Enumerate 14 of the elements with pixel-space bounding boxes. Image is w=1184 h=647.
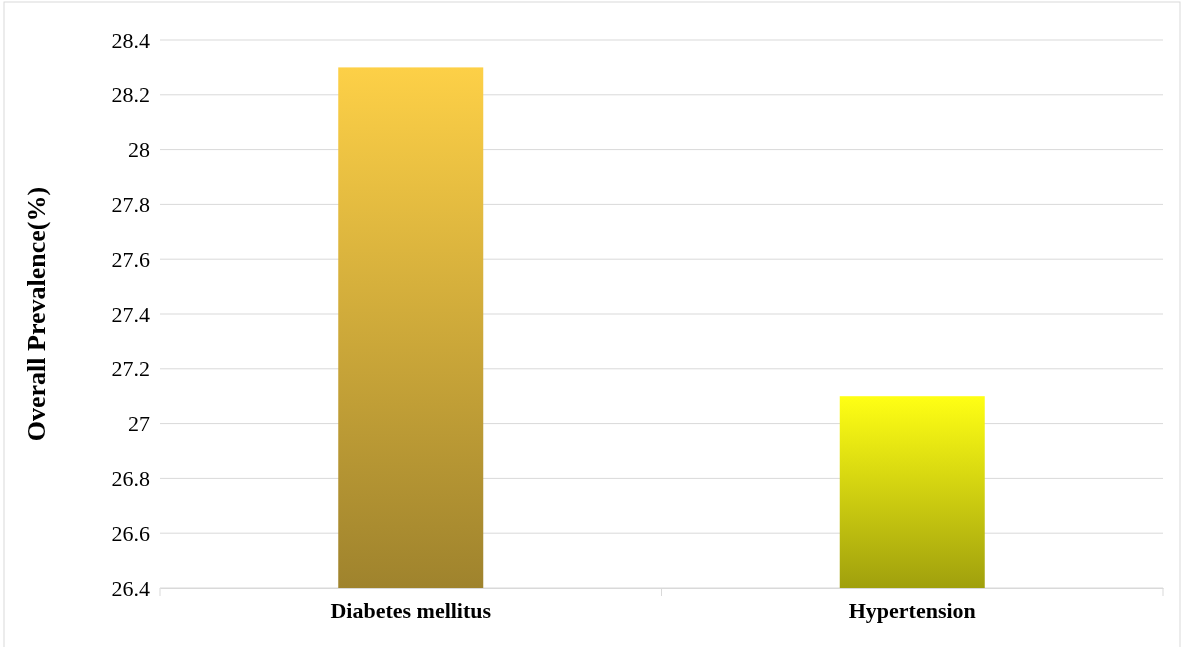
y-tick-label: 27.4 [111, 301, 150, 327]
y-tick-label: 26.4 [111, 575, 150, 601]
y-tick-label: 28.4 [111, 27, 150, 53]
y-tick-label: 26.8 [111, 465, 150, 491]
x-tick-label: Hypertension [848, 597, 976, 623]
x-tick-label: Diabetes mellitus [330, 597, 492, 623]
y-tick-label: 27.2 [111, 356, 150, 382]
y-tick-label: 27.8 [111, 191, 150, 217]
y-tick-label: 28 [128, 137, 150, 163]
y-tick-label: 28.2 [111, 82, 150, 108]
y-tick-label: 26.6 [111, 520, 150, 546]
y-axis-title: Overall Prevalence(%) [22, 186, 51, 442]
y-tick-label: 27 [128, 411, 150, 437]
y-tick-label: 27.6 [111, 246, 150, 272]
